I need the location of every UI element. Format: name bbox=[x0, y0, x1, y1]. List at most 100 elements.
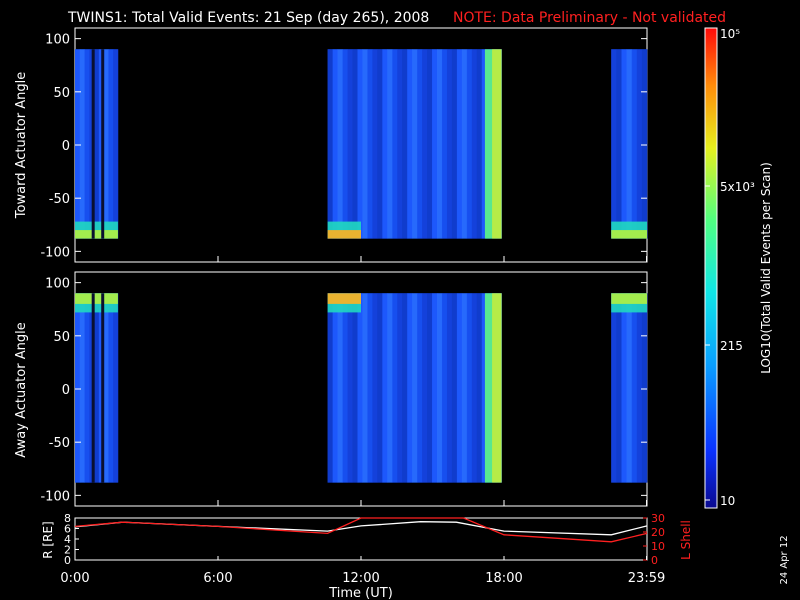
block-column bbox=[626, 293, 633, 483]
colorbar: 10 215 5x10³ 10⁵ LOG10(Total Valid Event… bbox=[704, 27, 773, 509]
block-column bbox=[337, 49, 343, 239]
block-column bbox=[456, 49, 463, 239]
block-column bbox=[108, 293, 114, 483]
data-block bbox=[327, 293, 503, 483]
block-column bbox=[422, 293, 428, 483]
block-column bbox=[372, 293, 378, 483]
block-column bbox=[427, 49, 433, 239]
generation-date: 24 Apr 12 bbox=[779, 535, 790, 584]
data-gap bbox=[91, 49, 95, 239]
block-column bbox=[332, 49, 338, 239]
colorbar-label: LOG10(Total Valid Events per Scan) bbox=[759, 162, 773, 374]
block-column bbox=[377, 49, 383, 239]
block-column bbox=[446, 49, 453, 239]
block-column bbox=[451, 49, 458, 239]
data-block bbox=[75, 49, 119, 239]
enhancement-core bbox=[75, 293, 118, 304]
block-column bbox=[397, 293, 403, 483]
block-column bbox=[621, 293, 627, 483]
block-column bbox=[79, 293, 85, 483]
block-column bbox=[362, 293, 368, 483]
block-column bbox=[471, 49, 478, 239]
block-column bbox=[441, 49, 448, 239]
block-column bbox=[481, 49, 488, 239]
enhancement-core bbox=[75, 230, 118, 239]
y-tick-label: 100 bbox=[45, 277, 70, 292]
block-column bbox=[327, 293, 334, 483]
x-tick-label: 0:00 bbox=[60, 571, 89, 586]
block-column bbox=[103, 49, 109, 239]
block-column bbox=[451, 293, 458, 483]
block-column bbox=[641, 293, 648, 483]
block-column bbox=[412, 293, 418, 483]
block-column bbox=[332, 293, 338, 483]
block-column bbox=[481, 293, 488, 483]
block-column bbox=[476, 293, 483, 483]
block-column bbox=[436, 293, 443, 483]
block-column bbox=[75, 49, 81, 239]
block-column bbox=[387, 293, 393, 483]
block-column bbox=[616, 293, 622, 483]
block-column bbox=[342, 49, 348, 239]
block-column bbox=[402, 49, 408, 239]
orbit-left-tick-label: 8 bbox=[64, 512, 71, 525]
orbit-lshell-line bbox=[74, 517, 648, 543]
colorbar-tick-5e3: 5x10³ bbox=[720, 180, 755, 194]
block-column bbox=[392, 293, 398, 483]
enhancement-core bbox=[327, 230, 361, 239]
x-tick-label: 12:00 bbox=[342, 571, 379, 586]
block-column bbox=[113, 49, 119, 239]
toward-ylabel: Toward Actuator Angle bbox=[14, 72, 29, 219]
block-column bbox=[432, 49, 438, 239]
orbit-right-tick-label: 20 bbox=[651, 526, 665, 539]
enhancement-core bbox=[611, 293, 647, 304]
enhancement-core bbox=[611, 230, 647, 239]
orbit-right-tick-label: 10 bbox=[651, 540, 665, 553]
block-column bbox=[352, 49, 358, 239]
block-column bbox=[636, 293, 643, 483]
y-tick-label: -100 bbox=[40, 245, 70, 260]
block-column bbox=[372, 49, 378, 239]
x-axis-label: Time (UT) bbox=[328, 586, 393, 600]
y-tick-label: 0 bbox=[62, 383, 70, 398]
orbit-right-label: L Shell bbox=[679, 520, 693, 560]
block-column bbox=[75, 293, 81, 483]
colorbar-tick-10: 10 bbox=[720, 494, 735, 508]
block-column bbox=[432, 293, 438, 483]
data-block bbox=[75, 293, 119, 483]
block-column bbox=[476, 49, 483, 239]
block-column bbox=[382, 293, 388, 483]
block-column bbox=[387, 49, 393, 239]
block-column bbox=[367, 293, 373, 483]
x-tick-label: 18:00 bbox=[485, 571, 522, 586]
block-column bbox=[407, 49, 413, 239]
block-column bbox=[382, 49, 388, 239]
data-block bbox=[327, 49, 503, 239]
enhancement-core bbox=[327, 293, 361, 304]
block-column bbox=[461, 49, 468, 239]
block-column bbox=[631, 49, 638, 239]
block-column bbox=[392, 49, 398, 239]
block-column bbox=[466, 293, 473, 483]
block-column bbox=[362, 49, 368, 239]
block-column bbox=[79, 49, 85, 239]
block-column bbox=[636, 49, 643, 239]
block-column bbox=[631, 293, 638, 483]
block-column bbox=[94, 293, 100, 483]
block-column bbox=[616, 49, 622, 239]
y-tick-label: 0 bbox=[62, 139, 70, 154]
block-column bbox=[441, 293, 448, 483]
block-column bbox=[626, 49, 633, 239]
block-column bbox=[407, 293, 413, 483]
block-column bbox=[342, 293, 348, 483]
chart-title: TWINS1: Total Valid Events: 21 Sep (day … bbox=[67, 10, 429, 26]
orbit-left-tick-label: 2 bbox=[64, 544, 71, 557]
block-column bbox=[352, 293, 358, 483]
block-column bbox=[436, 49, 443, 239]
block-column bbox=[337, 293, 343, 483]
y-tick-label: -50 bbox=[49, 436, 70, 451]
block-column bbox=[357, 49, 363, 239]
block-column bbox=[417, 293, 423, 483]
data-gap bbox=[101, 49, 105, 239]
